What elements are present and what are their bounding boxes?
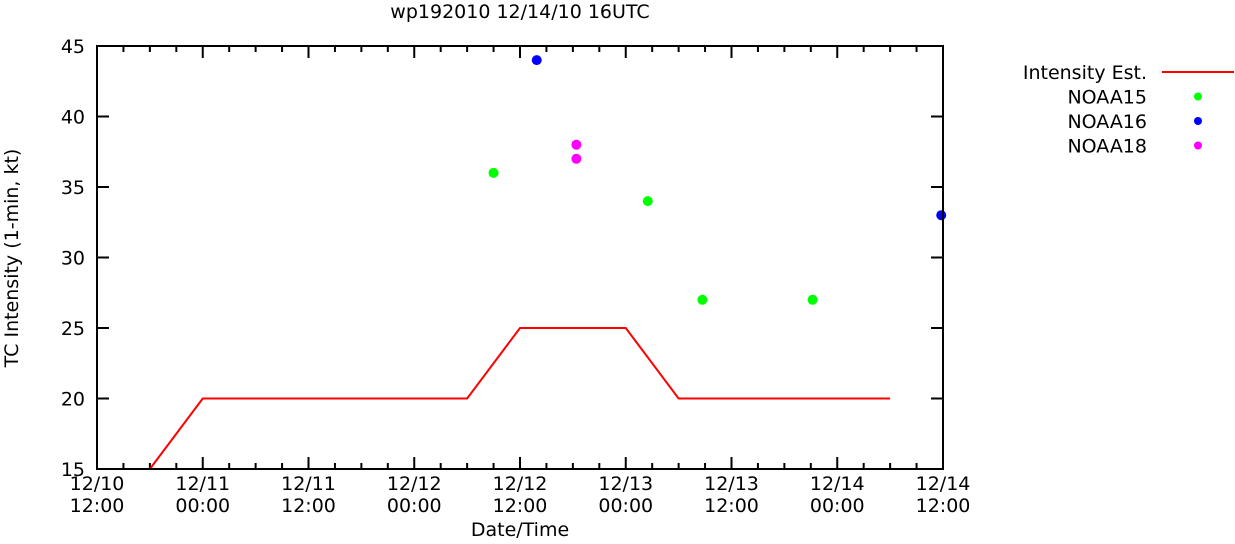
x-tick-label-date: 12/13 (704, 473, 759, 495)
x-tick-label-time: 00:00 (810, 495, 865, 517)
x-tick-label-time: 12:00 (281, 495, 336, 517)
noaa15-point (488, 167, 499, 178)
noaa16-point (936, 210, 947, 221)
y-tick-label: 25 (61, 318, 85, 340)
x-tick-label-date: 12/14 (810, 473, 865, 495)
noaa18-point (571, 139, 582, 150)
legend-swatch-point (1194, 141, 1202, 150)
y-tick-label: 35 (61, 177, 85, 199)
noaa16-point (531, 55, 542, 66)
plot-frame (96, 45, 944, 470)
noaa15-point (642, 196, 653, 207)
chart-title: wp192010 12/14/10 16UTC (390, 1, 649, 23)
legend-label: NOAA16 (1067, 111, 1147, 133)
noaa18-point (571, 153, 582, 164)
y-tick-label: 40 (61, 107, 85, 129)
legend-label: NOAA15 (1067, 87, 1147, 109)
x-tick-label-time: 12:00 (70, 495, 125, 517)
x-tick-label-date: 12/11 (175, 473, 230, 495)
x-tick-label-date: 12/12 (387, 473, 442, 495)
x-tick-label-time: 12:00 (704, 495, 759, 517)
legend-label: Intensity Est. (1023, 62, 1147, 84)
x-tick-label-time: 00:00 (598, 495, 653, 517)
noaa15-point (807, 294, 818, 305)
x-tick-label-time: 12:00 (916, 495, 971, 517)
x-tick-label-time: 00:00 (175, 495, 230, 517)
y-axis-label: TC Intensity (1-min, kt) (1, 149, 23, 369)
noaa15-point (697, 294, 708, 305)
legend-swatch-point (1194, 117, 1202, 125)
x-tick-label-date: 12/13 (598, 473, 653, 495)
y-tick-label: 45 (61, 36, 85, 58)
y-tick-label: 20 (61, 389, 85, 411)
x-tick-label-time: 00:00 (387, 495, 442, 517)
x-tick-label-date: 12/10 (70, 473, 125, 495)
legend-label: NOAA18 (1067, 136, 1147, 158)
y-tick-label: 15 (61, 459, 85, 481)
x-tick-label-date: 12/11 (281, 473, 336, 495)
intensity-line (149, 327, 891, 470)
x-tick-label-date: 12/14 (916, 473, 971, 495)
legend-swatch-point (1194, 92, 1202, 101)
x-tick-label-time: 12:00 (493, 495, 548, 517)
y-tick-label: 30 (61, 248, 85, 270)
x-tick-label-date: 12/12 (493, 473, 548, 495)
x-axis-label: Date/Time (471, 519, 569, 540)
